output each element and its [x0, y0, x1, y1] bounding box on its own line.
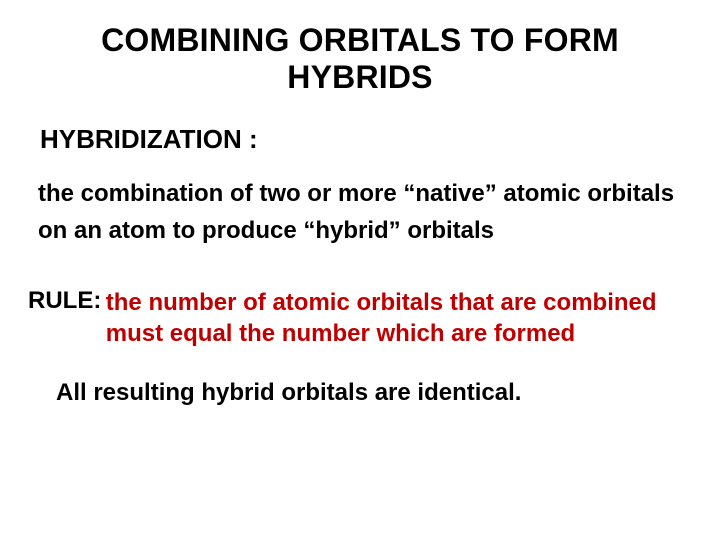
slide-title: COMBINING ORBITALS TO FORM HYBRIDS — [58, 22, 662, 96]
slide: COMBINING ORBITALS TO FORM HYBRIDS HYBRI… — [0, 0, 720, 540]
rule-text: the number of atomic orbitals that are c… — [106, 287, 666, 349]
rule-label: RULE: — [28, 287, 101, 315]
definition-text: the combination of two or more “native” … — [38, 175, 682, 249]
closing-statement: All resulting hybrid orbitals are identi… — [56, 379, 682, 407]
rule-block: RULE: the number of atomic orbitals that… — [38, 287, 682, 349]
subheading-hybridization: HYBRIDIZATION : — [40, 124, 682, 155]
